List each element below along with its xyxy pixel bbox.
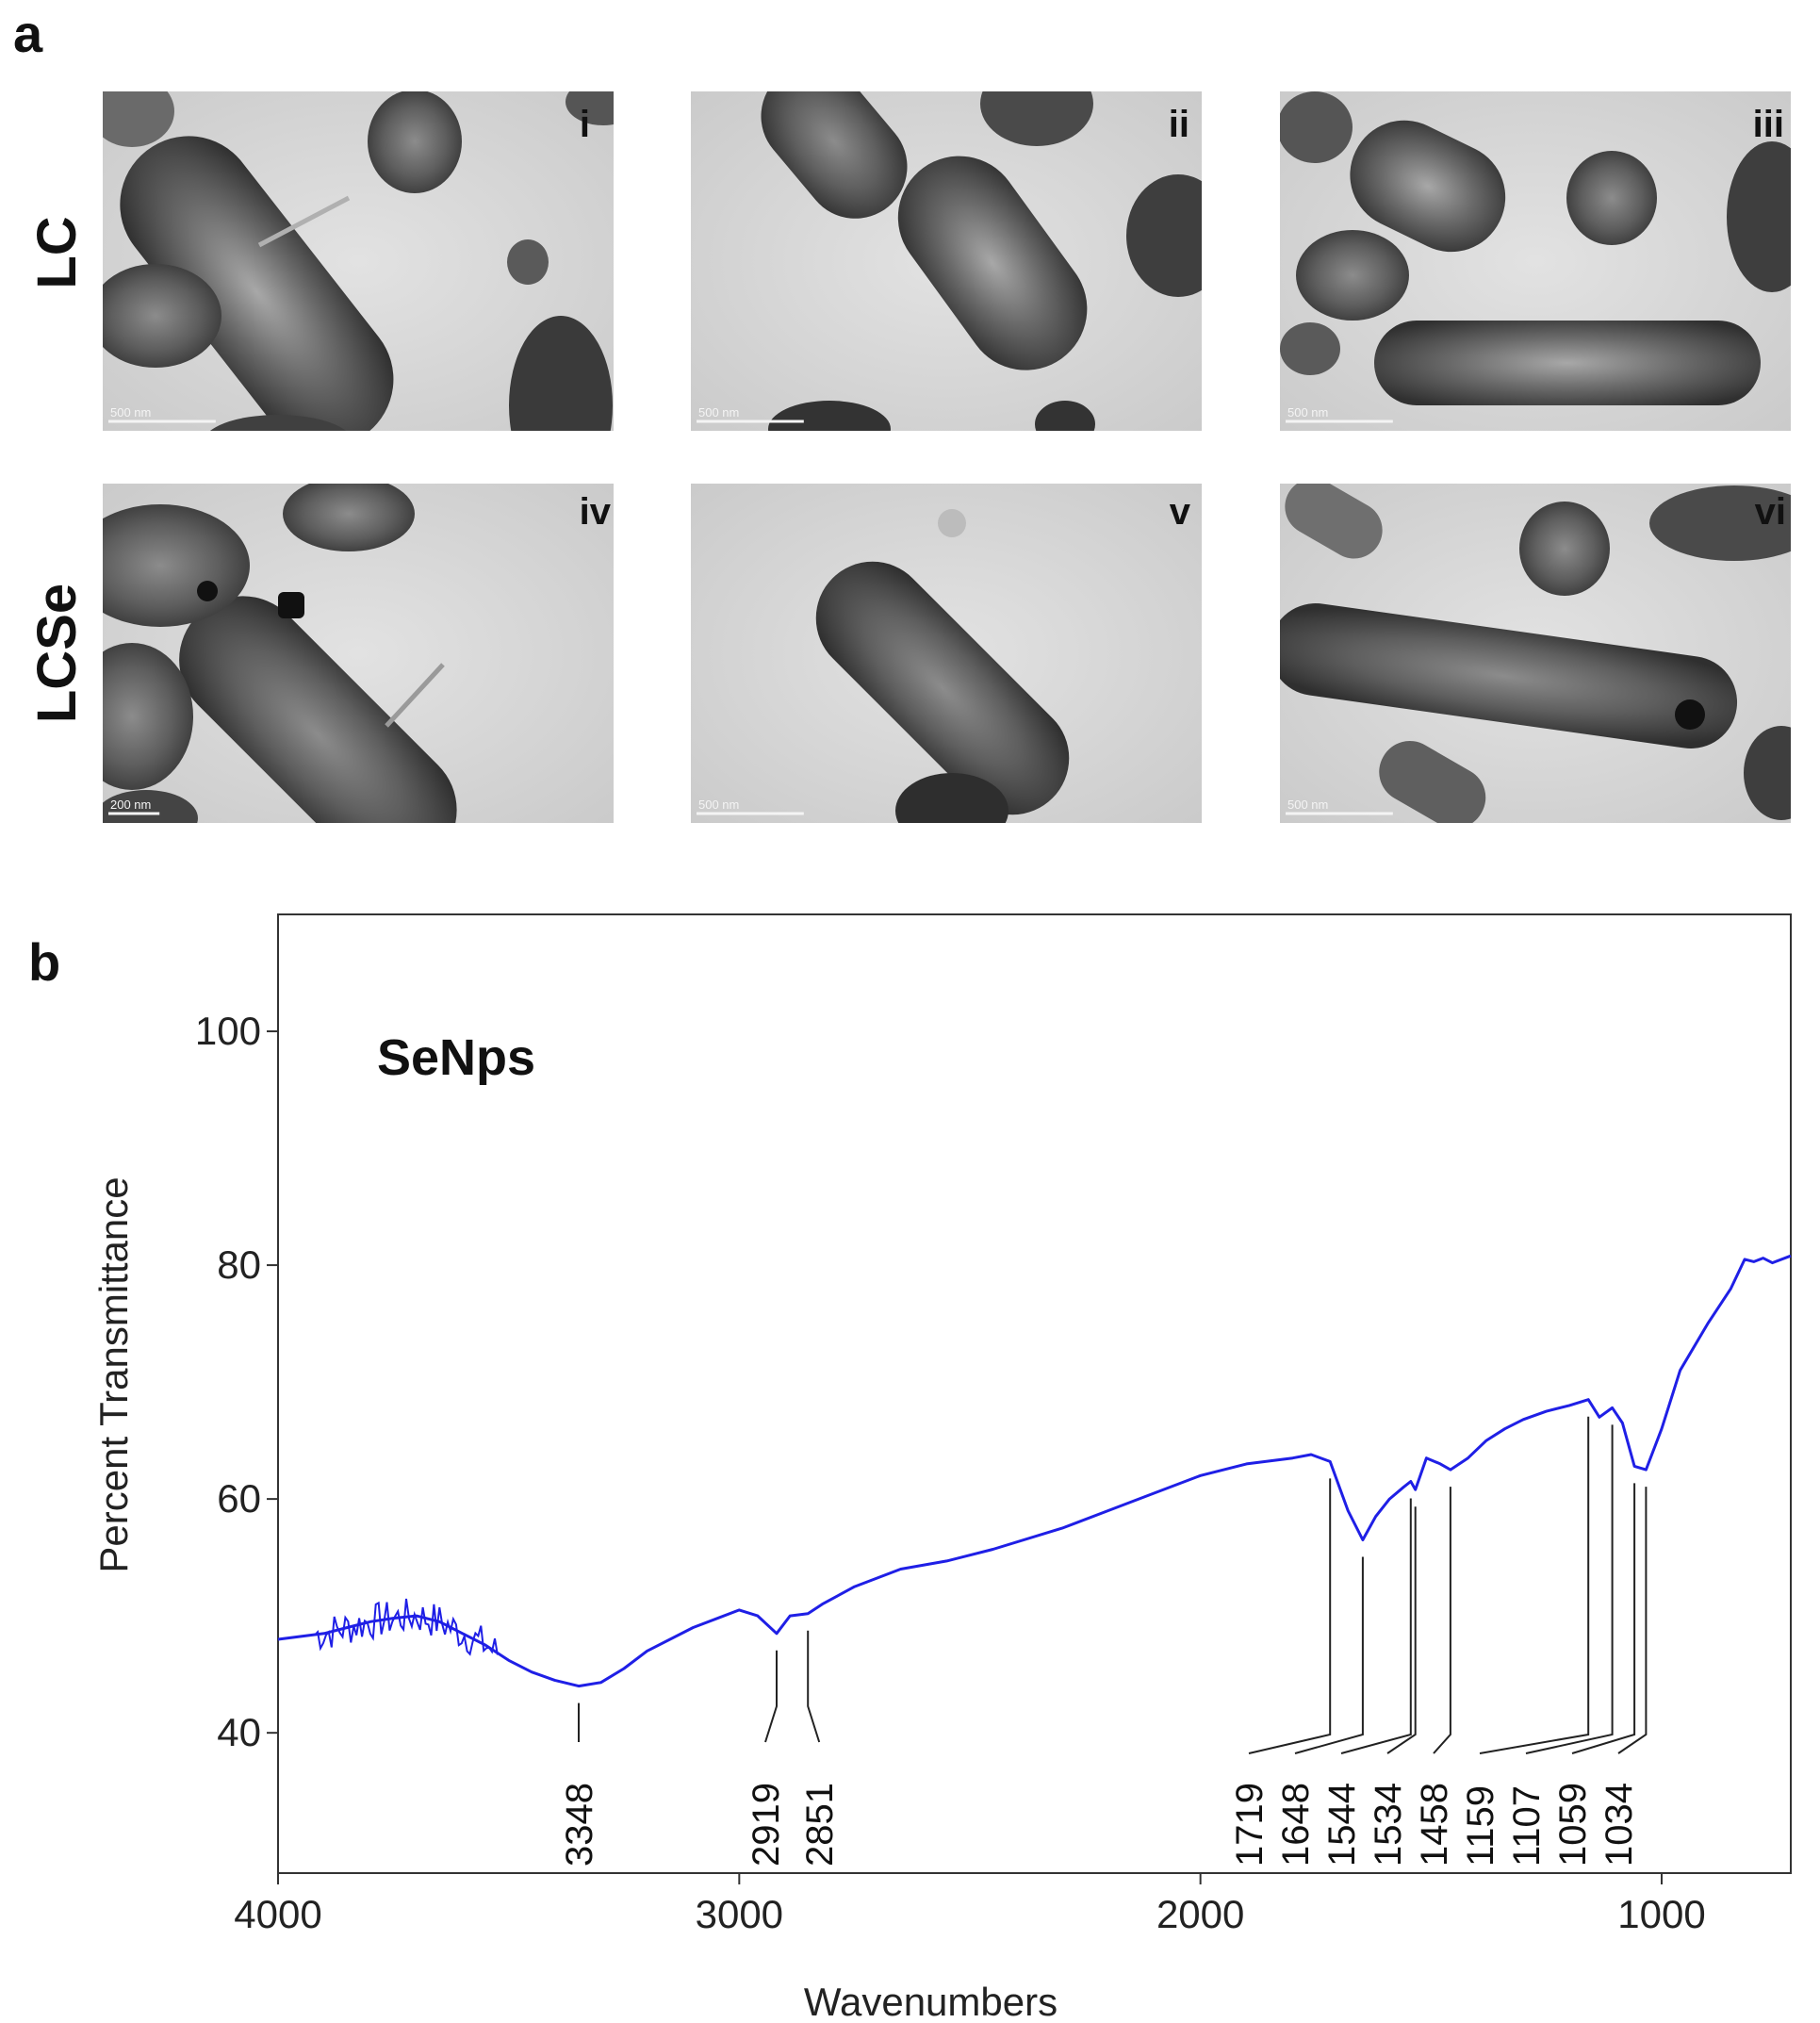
peak-leader-line <box>764 1650 778 1743</box>
peak-leader-line <box>1433 1487 1451 1754</box>
micrograph-vi <box>1280 484 1791 823</box>
x-tick-label: 4000 <box>234 1892 321 1936</box>
chart-title: SeNps <box>377 1029 535 1086</box>
x-tick-label: 2000 <box>1156 1892 1244 1936</box>
y-tick-label: 100 <box>195 1009 261 1053</box>
peak-leader-line <box>807 1630 821 1743</box>
spectrum-noise <box>314 1598 499 1656</box>
peak-leader-line <box>1248 1478 1332 1754</box>
scale-bar-label: 500 nm <box>110 405 151 419</box>
peak-leader-line <box>1386 1506 1417 1754</box>
plot-frame <box>277 913 1792 1874</box>
x-tick-label: 1000 <box>1617 1892 1705 1936</box>
peak-label: 2919 <box>746 1783 787 1867</box>
micrograph-iv <box>103 484 614 823</box>
scale-bar-label: 500 nm <box>698 798 739 812</box>
y-tick-label: 80 <box>217 1242 261 1287</box>
peak-label: 1719 <box>1229 1783 1271 1867</box>
peak-label: 2851 <box>799 1783 841 1867</box>
spectrum-line <box>277 1254 1792 1688</box>
micrograph-id-v: v <box>1170 491 1191 533</box>
peak-leader-line <box>1340 1498 1412 1754</box>
peak-leader-line <box>1571 1483 1636 1754</box>
panel-a-label: a <box>13 4 43 63</box>
micrograph-id-vi: vi <box>1755 491 1786 533</box>
row-label-lcse: LCSe <box>26 584 88 723</box>
peak-label: 1159 <box>1460 1785 1501 1867</box>
peak-label: 1534 <box>1368 1783 1409 1867</box>
peak-label: 3348 <box>559 1783 600 1867</box>
y-tick-label: 60 <box>217 1476 261 1521</box>
scale-bar-label: 200 nm <box>110 798 151 812</box>
panel-b-label: b <box>28 932 60 992</box>
scale-bar-label: 500 nm <box>698 405 739 419</box>
y-tick-label: 40 <box>217 1710 261 1754</box>
peak-label: 1458 <box>1414 1783 1455 1867</box>
y-axis-label: Percent Transmittance <box>91 1176 136 1572</box>
micrograph-id-ii: ii <box>1169 104 1189 145</box>
peak-leader-line <box>1617 1487 1648 1754</box>
row-label-lc: LC <box>26 216 88 288</box>
micrograph-iii <box>1280 91 1791 431</box>
micrograph-id-iv: iv <box>580 491 612 533</box>
scale-bar-label: 500 nm <box>1287 405 1328 419</box>
peak-leader-line <box>1294 1556 1364 1754</box>
x-tick-label: 3000 <box>696 1892 783 1936</box>
peak-label: 1544 <box>1321 1783 1363 1867</box>
peak-label: 1059 <box>1552 1783 1594 1867</box>
peak-leader-line <box>1525 1424 1614 1754</box>
micrograph-id-iii: iii <box>1753 104 1784 145</box>
peak-label: 1648 <box>1275 1783 1317 1867</box>
peak-label: 1107 <box>1506 1785 1548 1867</box>
micrograph-id-i: i <box>580 104 590 145</box>
micrograph-v <box>691 484 1202 823</box>
micrograph-i <box>103 91 614 431</box>
scale-bar-label: 500 nm <box>1287 798 1328 812</box>
peak-label: 1034 <box>1599 1783 1640 1867</box>
x-axis-label: Wavenumbers <box>804 1980 1058 2023</box>
peak-leader-line <box>1479 1416 1590 1754</box>
micrograph-ii <box>691 91 1202 431</box>
